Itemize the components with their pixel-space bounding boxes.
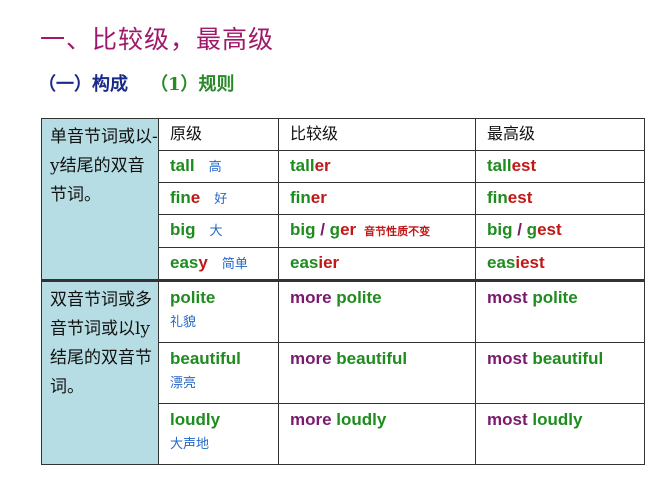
meaning: 好 (214, 191, 228, 206)
rule-heading: （1）规则 (150, 74, 235, 95)
comparative-segment: / (315, 220, 330, 239)
superlative-segment: eas (487, 253, 516, 272)
header-base: 原级 (158, 118, 279, 151)
superlative-segment: est (511, 156, 537, 175)
comparative-cell: taller (278, 150, 476, 183)
base-form-segment: fin (170, 188, 191, 207)
table-row: fine 好 finer finest (42, 182, 645, 215)
base-form-segment: beautiful (170, 349, 241, 368)
comparative-segment: er (310, 188, 327, 207)
base-form-segment: polite (170, 288, 216, 307)
superlative-segment: most (487, 349, 533, 368)
table-row: loudly 大声地 more loudly most loudly (42, 403, 645, 465)
base-form-cell: big 大 (158, 214, 279, 248)
base-form-cell: tall 高 (158, 150, 279, 183)
base-form-cell: beautiful 漂亮 (158, 342, 279, 404)
superlative-segment: est (507, 188, 533, 207)
comparative-segment: er (340, 220, 357, 239)
comparative-segment: more (290, 410, 337, 429)
meaning: 漂亮 (170, 375, 197, 390)
comparative-segment: fin (290, 188, 311, 207)
superlative-cell: most polite (475, 279, 645, 343)
comparative-cell: big / ger 音节性质不变 (278, 214, 476, 248)
comparative-segment: big (290, 220, 316, 239)
superlative-segment: beautiful (532, 349, 604, 368)
meaning: 简单 (221, 256, 248, 271)
superlative-cell: tallest (475, 150, 645, 183)
superlative-cell: most beautiful (475, 342, 645, 404)
slide-title: 一、比较级，最高级 (40, 25, 275, 54)
comparative-cell: more loudly (278, 403, 476, 465)
section-heading: （一）构成 (38, 74, 128, 95)
superlative-segment: est (537, 220, 562, 239)
meaning: 大 (209, 223, 223, 238)
superlative-segment: big (487, 220, 513, 239)
group-label: 双音节词或多音节词或以ly结尾的双音节词。 (41, 279, 159, 465)
superlative-segment: g (526, 220, 538, 239)
comparative-segment: more (290, 288, 337, 307)
header-sup: 最高级 (475, 118, 645, 151)
comparative-cell: more polite (278, 279, 476, 343)
superlative-segment: most (487, 288, 533, 307)
note: 音节性质不变 (364, 226, 431, 238)
superlative-cell: easiest (475, 247, 645, 281)
table-row: tall 高 taller tallest (42, 150, 645, 183)
comparative-segment: polite (336, 288, 382, 307)
comparison-table: 单音节词或以-y结尾的双音节词。 原级 比较级 最高级 tall 高 taller talle… (41, 118, 645, 465)
header-comp: 比较级 (278, 118, 476, 151)
comparative-segment: loudly (336, 410, 387, 429)
superlative-segment: fin (487, 188, 508, 207)
superlative-cell: most loudly (475, 403, 645, 465)
comparative-cell: finer (278, 182, 476, 215)
meaning: 礼貌 (170, 314, 197, 329)
header-row: 单音节词或以-y结尾的双音节词。 原级 比较级 最高级 (41, 118, 645, 281)
comparative-segment: more (290, 349, 337, 368)
group-label: 单音节词或以-y结尾的双音节词。 (41, 118, 159, 281)
base-form-cell: polite 礼貌 (158, 279, 279, 343)
superlative-segment: most (487, 410, 533, 429)
base-form-segment: y (198, 253, 208, 272)
base-form-cell: easy 简单 (158, 247, 279, 281)
base-form-cell: loudly 大声地 (158, 403, 279, 465)
superlative-segment: polite (532, 288, 578, 307)
superlative-cell: big / gest (475, 214, 645, 248)
comparative-segment: beautiful (336, 349, 408, 368)
comparative-segment: er (314, 156, 331, 175)
superlative-cell: finest (475, 182, 645, 215)
base-form-segment: tall (170, 156, 195, 175)
superlative-segment: iest (515, 253, 545, 272)
base-form-segment: loudly (170, 410, 221, 429)
table-row: beautiful 漂亮 more beautiful most beautiful (42, 342, 645, 404)
superlative-segment: / (512, 220, 527, 239)
superlative-segment: tall (487, 156, 512, 175)
comparative-segment: tall (290, 156, 315, 175)
base-form-segment: e (190, 188, 201, 207)
meaning: 大声地 (170, 436, 210, 451)
table-row: easy 简单 easier easiest (42, 247, 645, 281)
base-form-cell: fine 好 (158, 182, 279, 215)
comparative-segment: eas (290, 253, 319, 272)
comparative-segment: ier (318, 253, 340, 272)
base-form-segment: big (170, 220, 196, 239)
slide-subtitle: （一）构成 （1）规则 (38, 70, 235, 96)
meaning: 高 (208, 159, 222, 174)
comparative-cell: more beautiful (278, 342, 476, 404)
comparative-cell: easier (278, 247, 476, 281)
comparative-segment: g (329, 220, 341, 239)
superlative-segment: loudly (532, 410, 583, 429)
table-row: 双音节词或多音节词或以ly结尾的双音节词。 polite 礼貌 more polite… (41, 279, 645, 465)
base-form-segment: eas (170, 253, 199, 272)
table-row: big 大 big / ger 音节性质不变 big / gest (42, 214, 645, 248)
